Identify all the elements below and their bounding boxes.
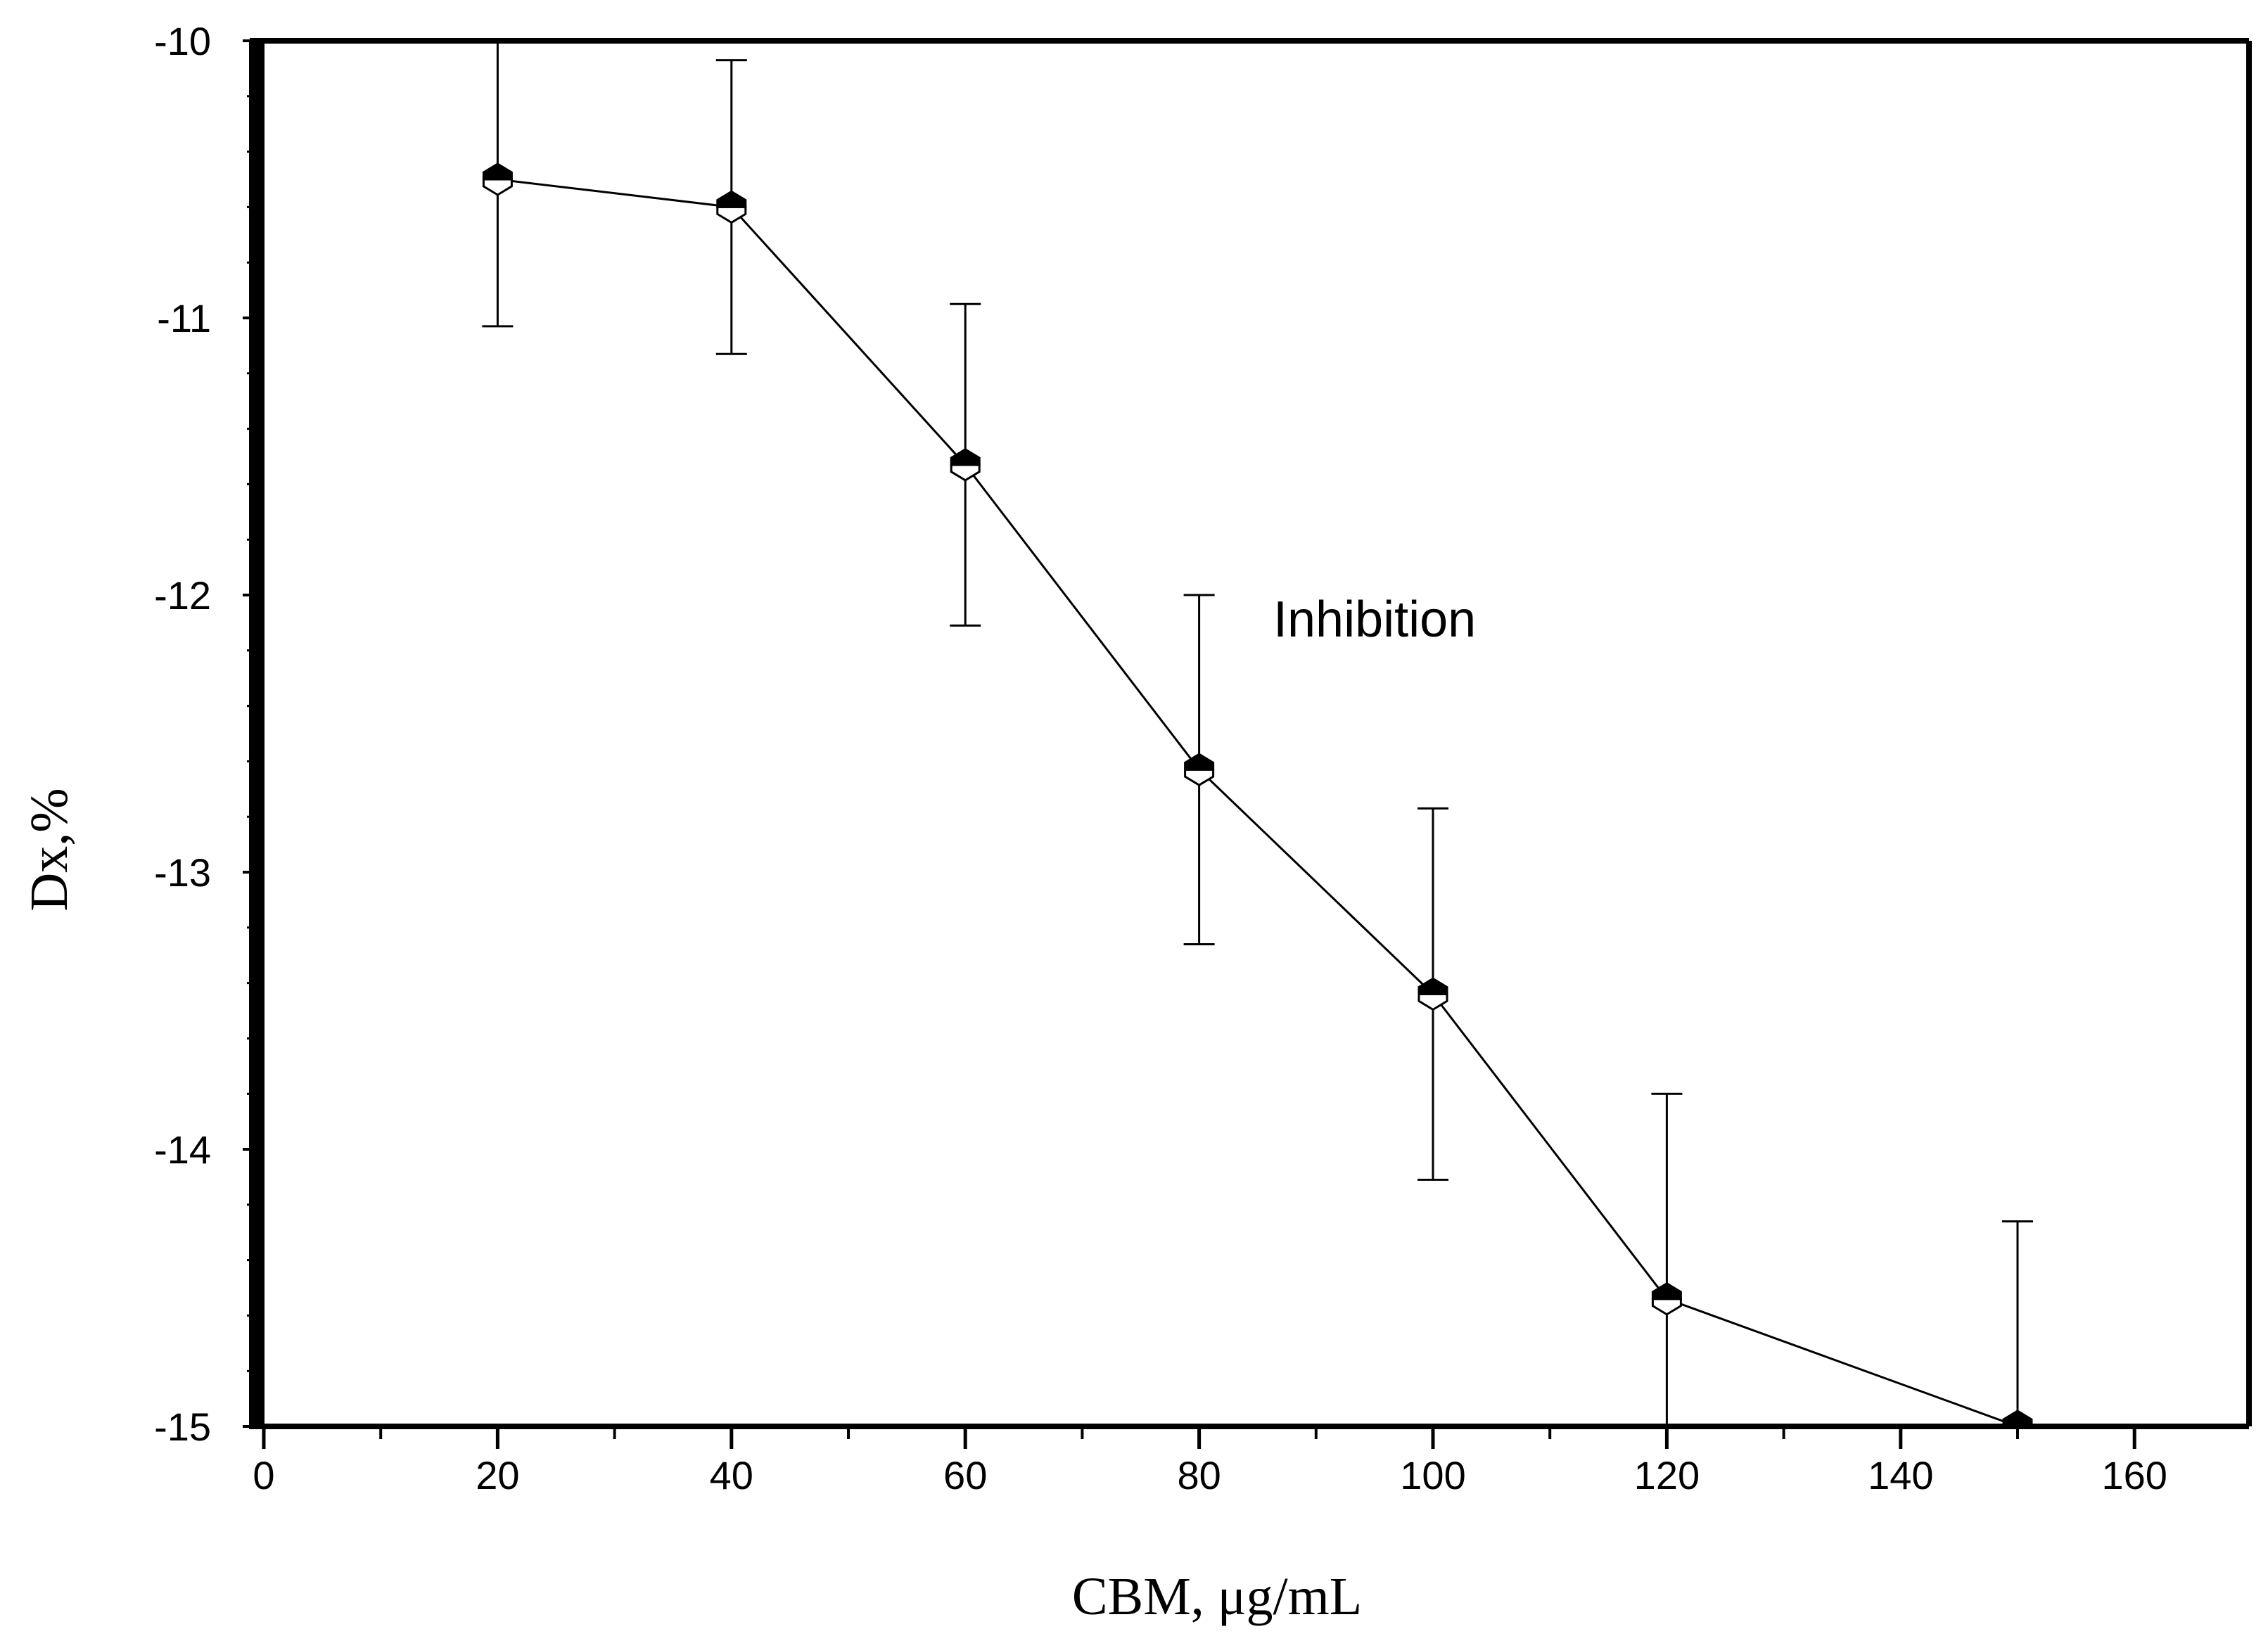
y-tick-label: -15 (154, 1405, 211, 1449)
data-point-upper-half (1418, 977, 1448, 995)
annotation-inhibition: Inhibition (1273, 592, 1476, 648)
x-tick-label: 140 (1868, 1453, 1933, 1497)
y-tick-label: -14 (154, 1127, 211, 1172)
data-point-upper-half (482, 162, 513, 181)
x-tick-label: 160 (2101, 1453, 2167, 1497)
plot-area (482, 41, 2033, 1426)
x-axis-title: CBM, μg/mL (1072, 1567, 1362, 1626)
data-point-upper-half (716, 190, 747, 208)
y-tick-label: -11 (157, 296, 211, 340)
data-point-upper-half (950, 448, 981, 466)
y-tick-label: -12 (154, 573, 211, 618)
y-axis-title: Dx,% (20, 788, 79, 911)
y-tick-label: -10 (154, 19, 211, 63)
y-tick-label: -13 (154, 850, 211, 895)
data-point-upper-half (1651, 1282, 1682, 1301)
x-tick-label: 80 (1177, 1453, 1221, 1497)
x-tick-label: 60 (943, 1453, 987, 1497)
axis-ticks: 0 20 40 60 80 100 120 140 160 -10 -11 -12 -13 -14 -15 (154, 19, 2167, 1497)
x-tick-label: 40 (710, 1453, 753, 1497)
data-point-upper-half (1184, 753, 1215, 771)
x-tick-label: 120 (1634, 1453, 1700, 1497)
data-point-upper-half (2002, 1410, 2033, 1426)
x-tick-label: 20 (476, 1453, 519, 1497)
x-tick-label: 100 (1400, 1453, 1465, 1497)
x-tick-label: 0 (253, 1453, 274, 1497)
